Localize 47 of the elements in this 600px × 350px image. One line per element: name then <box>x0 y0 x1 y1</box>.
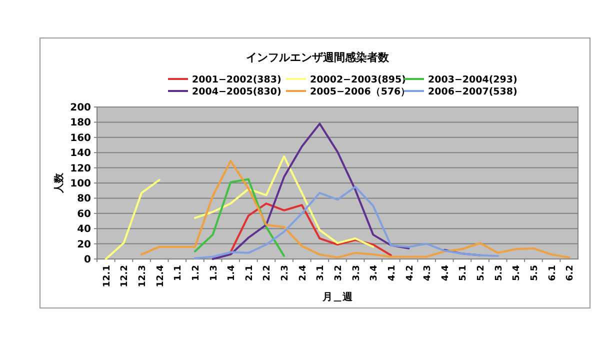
x-tick-label: 2.1 <box>244 265 255 281</box>
x-tick-label: 2.4 <box>298 265 308 281</box>
y-tick-label: 100 <box>70 178 92 190</box>
x-tick-label: 5.2 <box>476 265 487 281</box>
y-tick-label: 80 <box>77 194 92 205</box>
x-tick-label: 1.4 <box>227 265 238 281</box>
x-tick-label: 4.3 <box>423 265 434 281</box>
x-tick-label: 2.3 <box>280 265 291 281</box>
x-tick-label: 2.2 <box>262 265 273 281</box>
x-tick-label: 5.5 <box>530 265 540 281</box>
y-tick-label: 0 <box>84 254 92 266</box>
y-axis-title: 人数 <box>53 172 65 194</box>
x-tick-label: 6.2 <box>566 265 576 281</box>
x-tick-label: 4.2 <box>405 265 416 281</box>
x-tick-label: 4.4 <box>440 265 451 281</box>
legend-label: 2003−2004(293) <box>428 74 518 86</box>
y-tick-label: 60 <box>77 208 92 220</box>
x-tick-label: 12.1 <box>102 265 112 288</box>
legend-label: 2001−2002(383) <box>192 74 282 86</box>
x-tick-label: 5.3 <box>494 265 504 281</box>
y-tick-label: 160 <box>70 132 92 144</box>
x-tick-label: 4.1 <box>387 265 398 281</box>
legend-label: 20002−2003(895) <box>310 74 406 86</box>
x-tick-label: 6.1 <box>548 265 558 281</box>
x-tick-label: 12.4 <box>156 265 166 288</box>
x-tick-label: 3.2 <box>334 265 344 281</box>
x-tick-label: 3.3 <box>352 265 362 281</box>
x-tick-label: 3.1 <box>316 265 326 281</box>
x-tick-label: 12.3 <box>138 265 148 288</box>
legend-label: 2004−2005(830) <box>192 86 282 98</box>
y-tick-label: 180 <box>70 118 92 129</box>
y-tick-label: 200 <box>70 102 92 114</box>
x-tick-label: 1.1 <box>174 265 184 281</box>
x-tick-label: 3.4 <box>370 265 380 281</box>
y-tick-label: 120 <box>70 163 92 174</box>
y-tick-label: 40 <box>77 224 92 236</box>
legend-label: 2006−2007(538) <box>428 86 518 98</box>
x-tick-label: 5.1 <box>458 265 469 281</box>
y-tick-label: 140 <box>70 148 92 160</box>
x-tick-label: 1.3 <box>209 265 220 281</box>
x-tick-label: 5.4 <box>512 265 522 281</box>
x-tick-label: 1.2 <box>191 265 202 281</box>
x-axis-title: 月＿週 <box>322 291 354 303</box>
y-tick-label: 20 <box>77 239 92 250</box>
x-tick-label: 12.2 <box>120 265 130 288</box>
legend-label: 2005−2006（576） <box>310 86 411 98</box>
chart-title: インフルエンザ週間感染者数 <box>246 51 390 64</box>
